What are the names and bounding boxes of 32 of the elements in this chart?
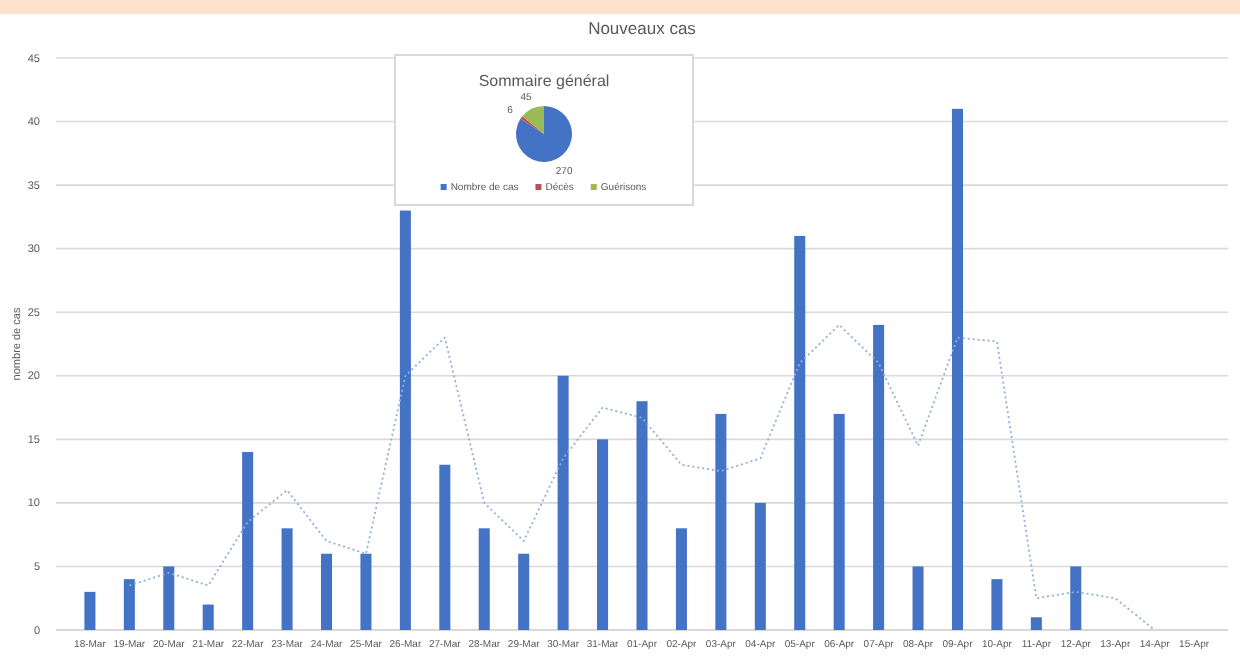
- bar: [439, 464, 451, 630]
- bar: [991, 579, 1003, 630]
- bar: [833, 413, 845, 630]
- bar: [399, 210, 411, 630]
- bar: [1070, 566, 1082, 630]
- pie-slice: [522, 106, 544, 134]
- bar: [478, 528, 490, 630]
- bar: [675, 528, 687, 630]
- bar: [123, 579, 135, 630]
- bar: [321, 553, 333, 630]
- bar: [281, 528, 293, 630]
- bar: [951, 108, 963, 630]
- chart-title: Sommaire général: [478, 72, 610, 90]
- bar: [518, 553, 530, 630]
- bar: [84, 591, 96, 630]
- pie-slice: [516, 106, 572, 162]
- bar: [163, 566, 175, 630]
- bar: [242, 452, 254, 630]
- bar: [754, 502, 766, 630]
- line-series: [128, 324, 1156, 631]
- bar: [597, 439, 609, 630]
- bar: [794, 235, 806, 630]
- bar: [912, 566, 924, 630]
- bar: [202, 604, 214, 630]
- bar: [360, 553, 372, 630]
- bar: [557, 375, 569, 630]
- bar: [873, 324, 885, 630]
- bar: [1030, 617, 1042, 630]
- pie-slice: [520, 116, 544, 134]
- chart-title: Nouveaux cas: [588, 18, 696, 38]
- bar: [636, 401, 648, 630]
- bar: [715, 413, 727, 630]
